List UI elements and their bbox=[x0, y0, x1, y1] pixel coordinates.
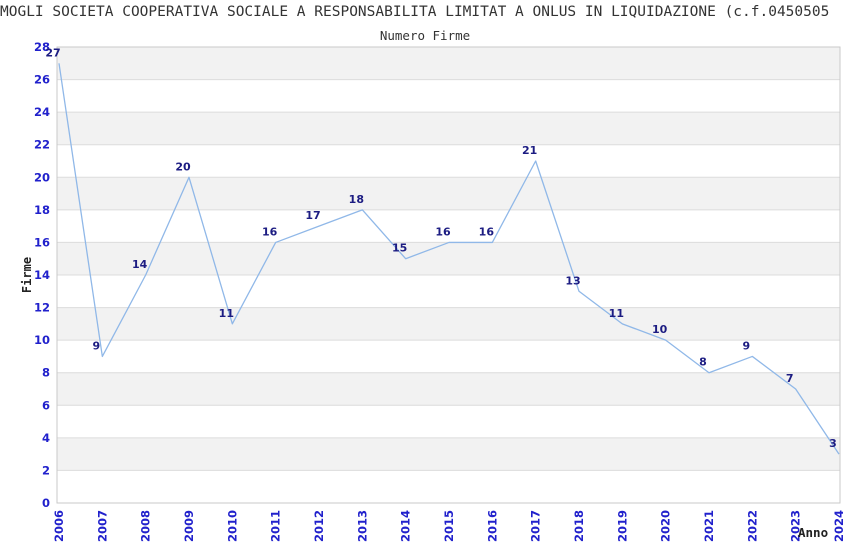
x-tick-label: 2007 bbox=[95, 510, 109, 542]
data-point-label: 3 bbox=[829, 437, 837, 450]
x-tick-label: 2011 bbox=[269, 510, 283, 542]
data-point-label: 10 bbox=[652, 323, 668, 336]
y-tick-label: 6 bbox=[42, 398, 50, 412]
x-tick-label: 2010 bbox=[225, 510, 239, 542]
x-tick-label: 2019 bbox=[615, 510, 629, 542]
plot-bands bbox=[57, 47, 840, 503]
x-tick-label: 2012 bbox=[312, 510, 326, 542]
x-tick-label: 2016 bbox=[485, 510, 499, 542]
x-tick-label: 2017 bbox=[529, 510, 543, 542]
data-point-label: 13 bbox=[565, 274, 580, 287]
data-point-label: 9 bbox=[93, 339, 101, 352]
x-tick-label: 2014 bbox=[399, 510, 413, 542]
x-axis-title: Anno bbox=[798, 525, 829, 540]
x-tick-label: 2023 bbox=[789, 510, 803, 542]
data-point-label: 11 bbox=[219, 307, 234, 320]
data-point-label: 16 bbox=[479, 225, 495, 238]
data-point-label: 17 bbox=[305, 209, 320, 222]
y-tick-label: 28 bbox=[34, 40, 50, 54]
x-tick-label: 2024 bbox=[832, 510, 846, 542]
data-point-label: 7 bbox=[786, 372, 794, 385]
x-tick-label: 2009 bbox=[182, 510, 196, 542]
x-tick-label: 2021 bbox=[702, 510, 716, 542]
data-point-label: 18 bbox=[349, 193, 364, 206]
data-point-label: 8 bbox=[699, 356, 707, 369]
data-point-label: 15 bbox=[392, 242, 407, 255]
data-point-label: 27 bbox=[45, 46, 60, 59]
x-tick-label: 2022 bbox=[745, 510, 759, 542]
data-point-label: 11 bbox=[609, 307, 624, 320]
x-tick-labels: 2006 2007 2008 2009 2010 2011 2012 2013 2014 2015… bbox=[52, 510, 846, 542]
x-tick-label: 2006 bbox=[52, 510, 66, 542]
data-point-label: 21 bbox=[522, 144, 537, 157]
data-line bbox=[58, 63, 840, 455]
data-point-label: 16 bbox=[262, 225, 278, 238]
y-tick-label: 24 bbox=[34, 105, 50, 119]
y-tick-label: 12 bbox=[34, 301, 50, 315]
y-tick-label: 20 bbox=[34, 170, 50, 184]
x-tick-label: 2015 bbox=[442, 510, 456, 542]
y-tick-label: 4 bbox=[42, 431, 50, 445]
chart-subtitle: Numero Firme bbox=[379, 28, 471, 43]
x-tick-label: 2008 bbox=[139, 510, 153, 542]
y-tick-label: 8 bbox=[42, 366, 50, 380]
y-tick-label: 18 bbox=[34, 203, 50, 217]
chart-title: MOGLI SOCIETA COOPERATIVA SOCIALE A RESP… bbox=[0, 4, 830, 20]
y-tick-label: 0 bbox=[42, 496, 50, 510]
data-point-label: 20 bbox=[175, 160, 191, 173]
y-tick-label: 14 bbox=[34, 268, 50, 282]
data-point-label: 16 bbox=[435, 225, 451, 238]
x-tick-label: 2013 bbox=[355, 510, 369, 542]
data-point-label: 14 bbox=[132, 258, 148, 271]
data-point-label: 9 bbox=[743, 339, 751, 352]
x-tick-label: 2018 bbox=[572, 510, 586, 542]
x-tick-label: 2020 bbox=[659, 510, 673, 542]
y-tick-label: 16 bbox=[34, 235, 50, 249]
y-tick-label: 26 bbox=[34, 73, 50, 87]
y-axis-title: Firme bbox=[20, 256, 34, 294]
data-point-labels: 27 9 14 20 11 16 17 18 15 16 16 21 13 11 10 8 9 7 3 bbox=[45, 46, 836, 450]
y-tick-label: 10 bbox=[34, 333, 50, 347]
plot-border bbox=[56, 46, 841, 504]
y-tick-label: 22 bbox=[34, 138, 50, 152]
y-tick-label: 2 bbox=[42, 463, 50, 477]
